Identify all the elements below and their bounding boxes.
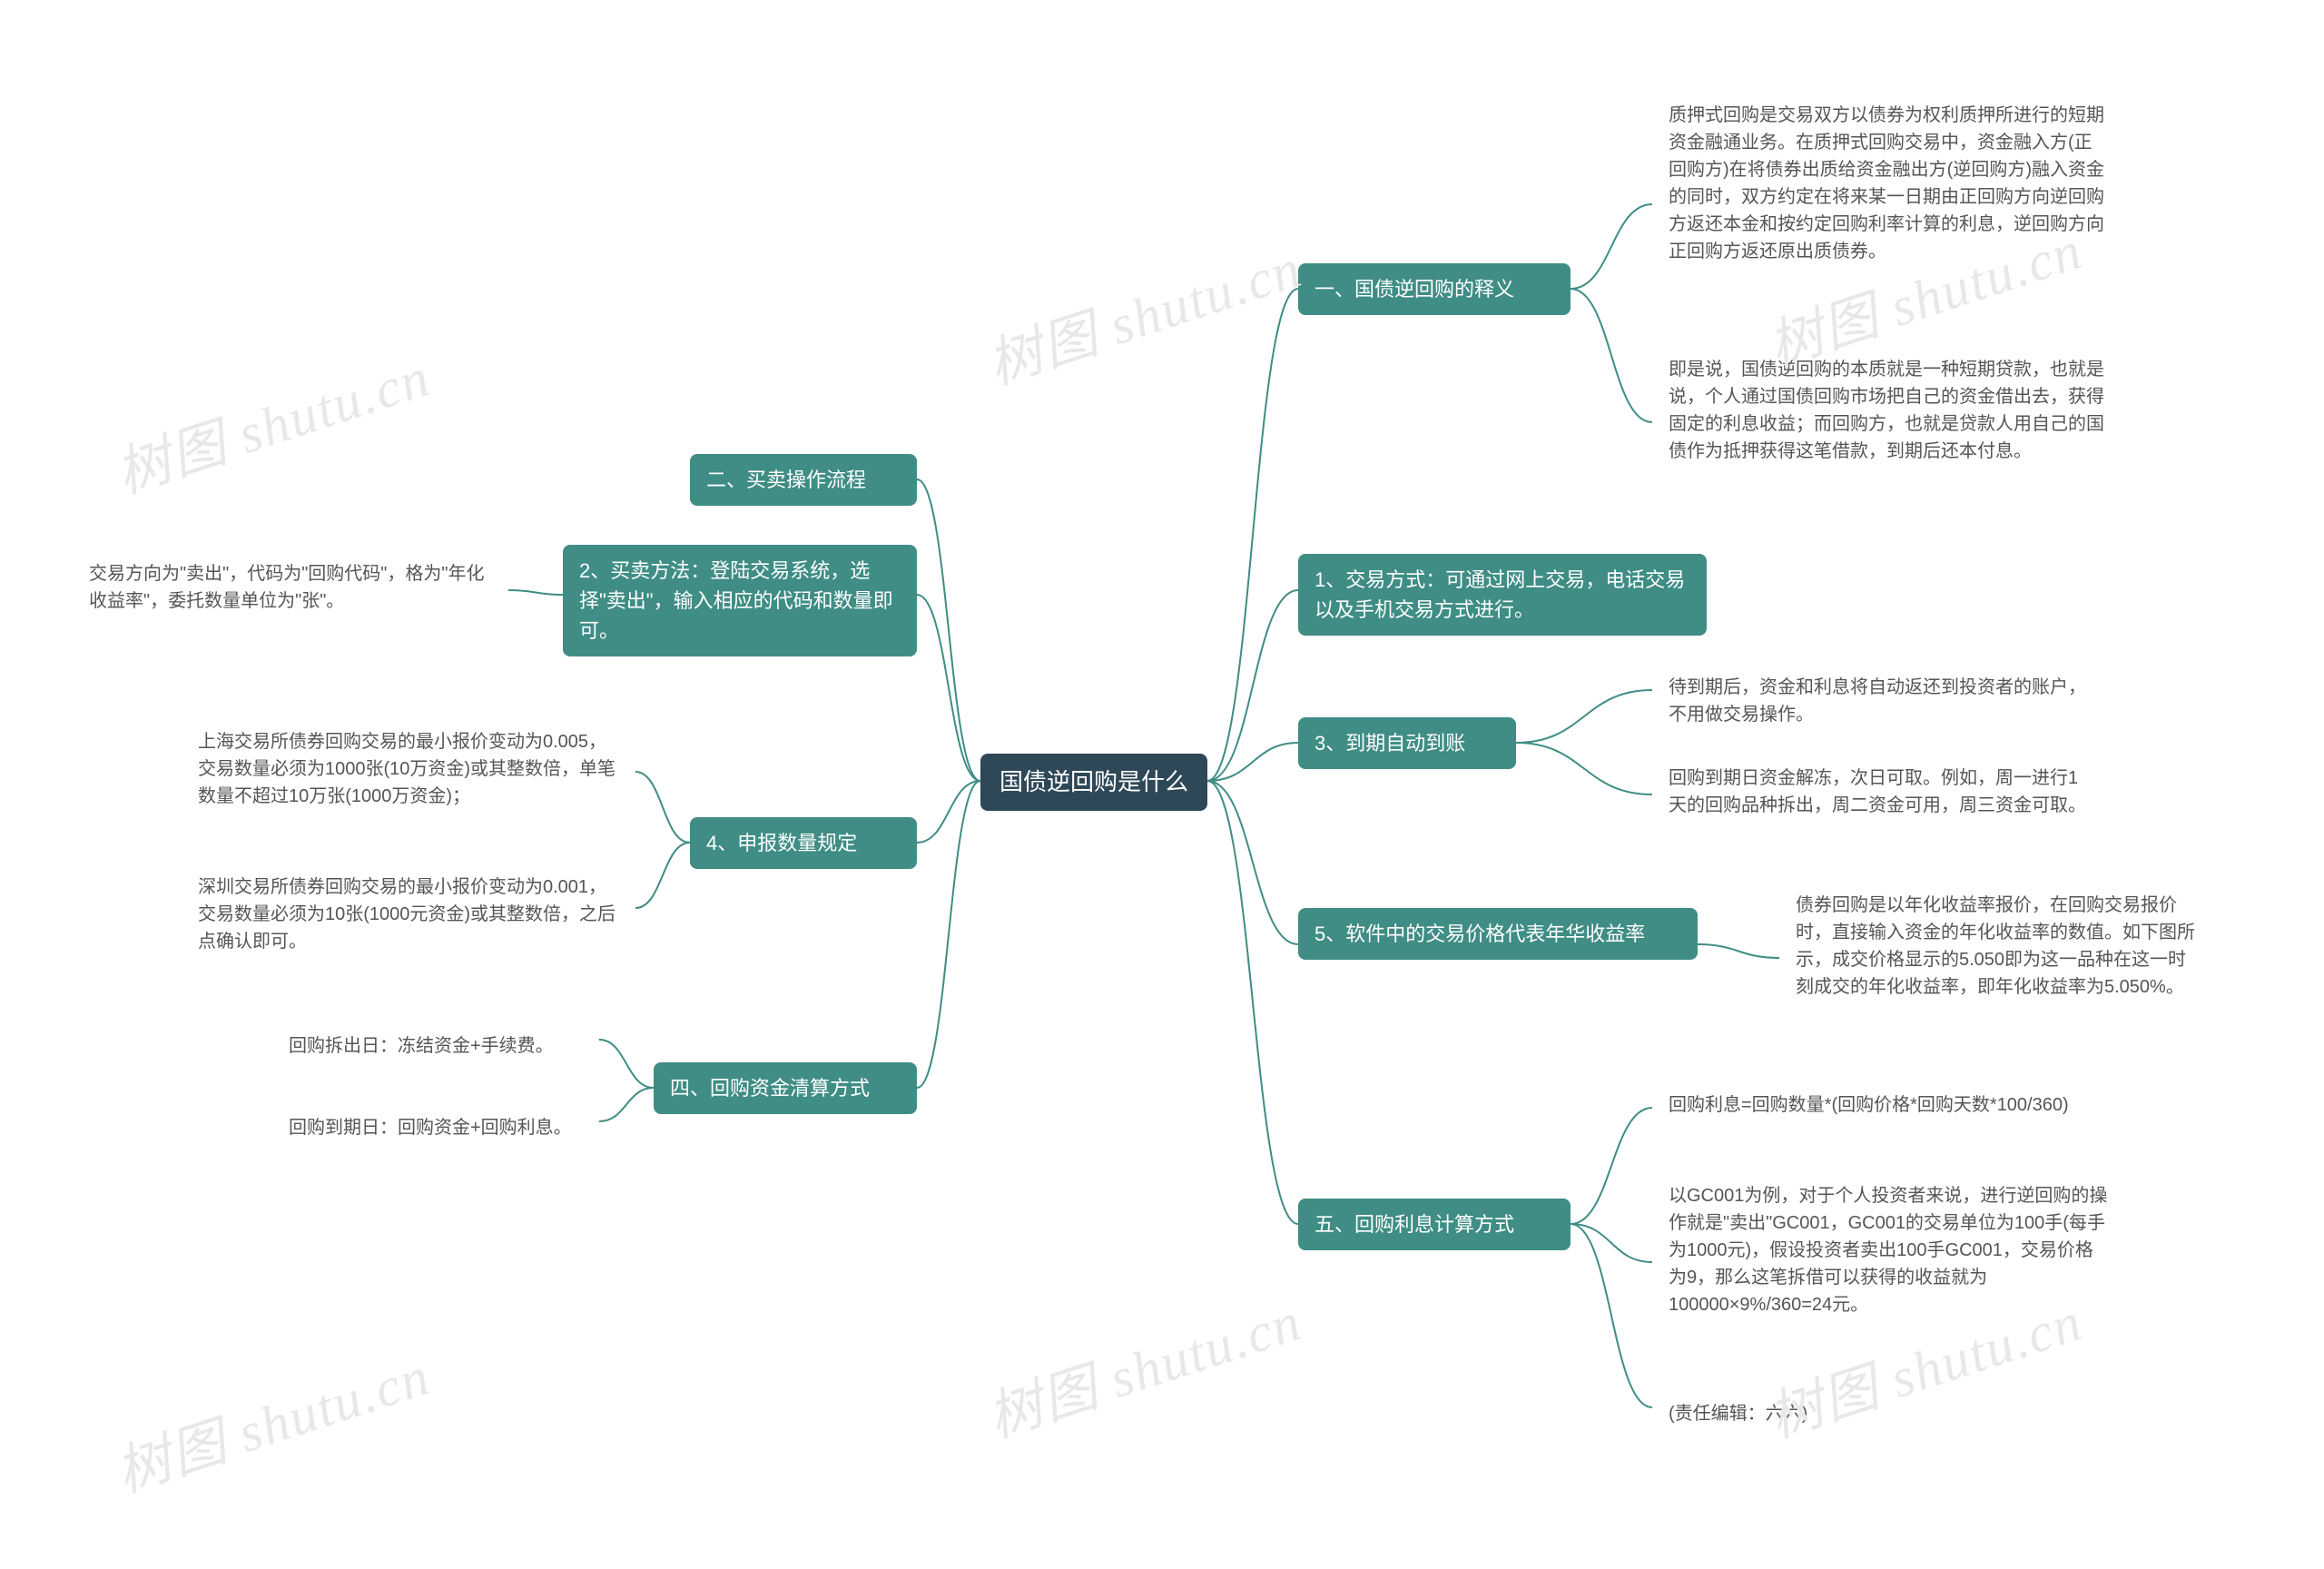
node-l4: 四、回购资金清算方式 [654,1062,917,1114]
node-r3a: 待到期后，资金和利息将自动返还到投资者的账户，不用做交易操作。 [1652,663,2106,739]
node-r1a: 质押式回购是交易双方以债券为权利质押所进行的短期资金融通业务。在质押式回购交易中… [1652,91,2124,276]
node-r5c: (责任编辑：六六) [1652,1389,1925,1438]
r1a-text: 质押式回购是交易双方以债券为权利质押所进行的短期资金融通业务。在质押式回购交易中… [1669,105,2104,262]
watermark: 树图 shutu.cn [104,1332,438,1508]
r5c-text: (责任编辑：六六) [1669,1404,1807,1424]
l4b-text: 回购到期日：回购资金+回购利息。 [289,1118,572,1138]
node-l4a: 回购拆出日：冻结资金+手续费。 [272,1021,599,1071]
l2-text: 2、买卖方法：登陆交易系统，选择"卖出"，输入相应的代码和数量即可。 [579,559,893,642]
node-l3: 4、申报数量规定 [690,817,917,869]
r3b-text: 回购到期日资金解冻，次日可取。例如，周一进行1天的回购品种拆出，周二资金可用，周… [1669,768,2086,815]
node-r4a: 债券回购是以年化收益率报价，在回购交易报价时，直接输入资金的年化收益率的数值。如… [1779,881,2215,1011]
l1-text: 二、买卖操作流程 [706,469,866,491]
r5a-text: 回购利息=回购数量*(回购价格*回购天数*100/360) [1669,1095,2069,1115]
node-r5b: 以GC001为例，对于个人投资者来说，进行逆回购的操作就是"卖出"GC001，G… [1652,1171,2124,1329]
node-r3b: 回购到期日资金解冻，次日可取。例如，周一进行1天的回购品种拆出，周二资金可用，周… [1652,754,2106,830]
node-l1: 二、买卖操作流程 [690,454,917,506]
node-r4: 5、软件中的交易价格代表年华收益率 [1298,908,1698,960]
r5-text: 五、回购利息计算方式 [1315,1213,1514,1236]
node-l4b: 回购到期日：回购资金+回购利息。 [272,1103,599,1152]
node-r1b: 即是说，国债逆回购的本质就是一种短期贷款，也就是说，个人通过国债回购市场把自己的… [1652,345,2124,476]
l3-text: 4、申报数量规定 [706,832,857,854]
l4-text: 四、回购资金清算方式 [670,1077,870,1100]
node-l2a: 交易方向为"卖出"，代码为"回购代码"，格为"年化收益率"，委托数量单位为"张"… [73,549,508,626]
r4-text: 5、软件中的交易价格代表年华收益率 [1315,923,1645,945]
node-r3: 3、到期自动到账 [1298,717,1516,769]
l3a-text: 上海交易所债券回购交易的最小报价变动为0.005，交易数量必须为1000张(10… [198,732,615,806]
node-r1: 一、国债逆回购的释义 [1298,263,1571,315]
r4a-text: 债券回购是以年化收益率报价，在回购交易报价时，直接输入资金的年化收益率的数值。如… [1796,895,2195,997]
l2a-text: 交易方向为"卖出"，代码为"回购代码"，格为"年化收益率"，委托数量单位为"张"… [89,564,485,611]
watermark: 树图 shutu.cn [976,1278,1310,1454]
node-r2: 1、交易方式：可通过网上交易，电话交易以及手机交易方式进行。 [1298,554,1707,636]
node-l2: 2、买卖方法：登陆交易系统，选择"卖出"，输入相应的代码和数量即可。 [563,545,917,656]
watermark: 树图 shutu.cn [104,333,438,509]
l4a-text: 回购拆出日：冻结资金+手续费。 [289,1036,554,1056]
r2-text: 1、交易方式：可通过网上交易，电话交易以及手机交易方式进行。 [1315,568,1685,621]
r3-text: 3、到期自动到账 [1315,732,1465,755]
node-r5: 五、回购利息计算方式 [1298,1199,1571,1250]
node-root: 国债逆回购是什么 [980,754,1207,811]
node-r5a: 回购利息=回购数量*(回购价格*回购天数*100/360) [1652,1081,2106,1130]
r5b-text: 以GC001为例，对于个人投资者来说，进行逆回购的操作就是"卖出"GC001，G… [1669,1186,2107,1315]
r1-text: 一、国债逆回购的释义 [1315,278,1514,301]
node-l3b: 深圳交易所债券回购交易的最小报价变动为0.001，交易数量必须为10张(1000… [182,863,635,966]
r3a-text: 待到期后，资金和利息将自动返还到投资者的账户，不用做交易操作。 [1669,677,2086,725]
r1b-text: 即是说，国债逆回购的本质就是一种短期贷款，也就是说，个人通过国债回购市场把自己的… [1669,360,2104,461]
node-l3a: 上海交易所债券回购交易的最小报价变动为0.005，交易数量必须为1000张(10… [182,717,635,821]
watermark: 树图 shutu.cn [976,224,1310,400]
root-text: 国债逆回购是什么 [1000,768,1188,795]
l3b-text: 深圳交易所债券回购交易的最小报价变动为0.001，交易数量必须为10张(1000… [198,877,615,952]
